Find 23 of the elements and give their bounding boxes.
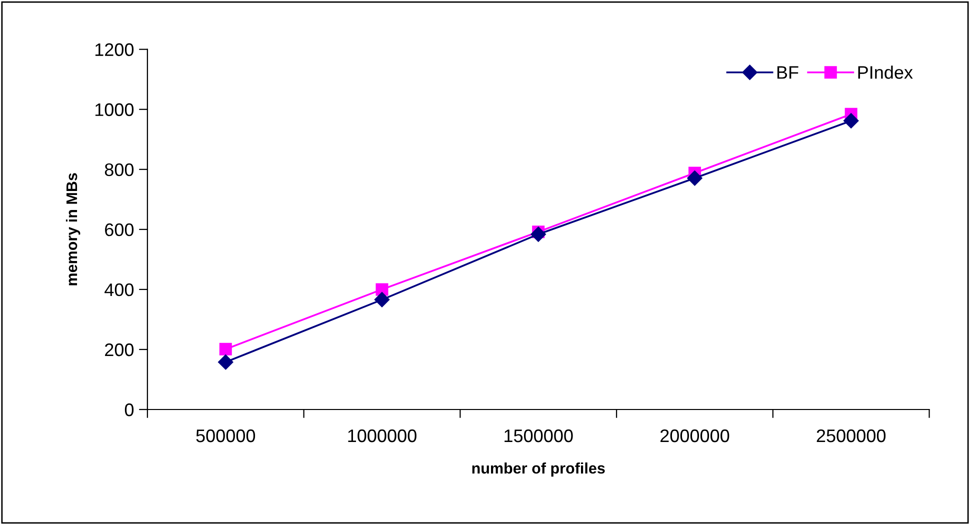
x-tick-label: 500000 [196, 429, 256, 442]
y-tick-label: 0 [124, 403, 134, 416]
y-tick-label: 800 [104, 163, 134, 176]
y-tick-label: 200 [105, 343, 134, 356]
x-axis-title: number of profiles [472, 462, 605, 477]
point [530, 226, 546, 242]
x-tick-label: 2500000 [816, 429, 886, 442]
point [219, 342, 232, 356]
legend-label: BF [777, 66, 798, 79]
point [374, 292, 390, 308]
x-tick-label: 2000000 [660, 429, 730, 442]
y-tick-label: 1000 [95, 103, 134, 116]
y-axis-title: memory in MBs [66, 173, 80, 286]
legend-label: PIndex [858, 66, 913, 79]
x-tick-label: 1500000 [504, 429, 573, 442]
x-tick-label: 1000000 [348, 429, 416, 442]
y-tick-label: 1200 [95, 43, 134, 56]
y-tick-label: 400 [104, 283, 134, 296]
point [218, 354, 234, 370]
y-tick-label: 600 [105, 223, 134, 236]
point [376, 283, 388, 296]
point [687, 170, 702, 186]
point [844, 113, 859, 128]
